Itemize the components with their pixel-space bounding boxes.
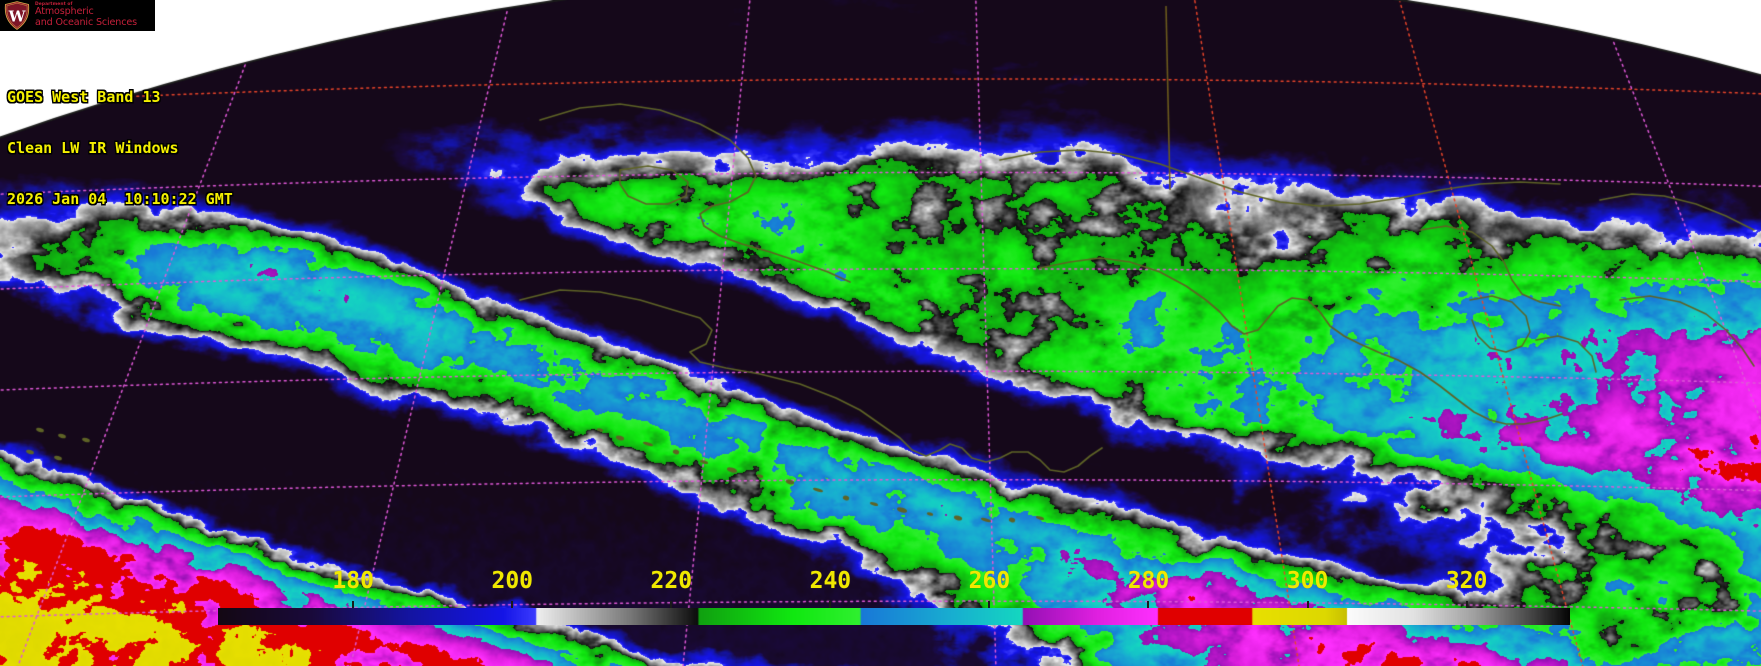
svg-text:W: W [8, 8, 27, 26]
colorbar-tick [1306, 601, 1309, 608]
colorbar-tick [511, 601, 514, 608]
product-title-overlay: GOES West Band 13 Clean LW IR Windows 20… [7, 55, 233, 242]
temperature-colorbar: 180 200 220 240 260 280 300 320 [218, 568, 1570, 625]
uw-crest-icon: W [4, 1, 30, 30]
colorbar-tick [1147, 601, 1150, 608]
logo-name-line1: Atmospheric [35, 6, 94, 17]
colorbar-tick-label: 180 [332, 568, 374, 594]
product-title-line1: GOES West Band 13 [7, 88, 161, 106]
colorbar-gradient [218, 608, 1570, 625]
colorbar-tick-label: 320 [1445, 568, 1488, 594]
logo-name-line2: and Oceanic Sciences [35, 17, 137, 28]
uw-madison-aos-logo: W Department of Atmospheric and Oceanic … [0, 0, 155, 31]
colorbar-tick [829, 601, 832, 608]
logo-department-label: Department of [35, 2, 73, 7]
colorbar-tick [988, 601, 991, 608]
colorbar-tick-label: 220 [650, 568, 693, 594]
product-title-line2: Clean LW IR Windows [7, 139, 179, 157]
product-timestamp: 2026 Jan 04 10:10:22 GMT [7, 190, 233, 208]
colorbar-tick [1465, 601, 1468, 608]
colorbar-tick [670, 601, 673, 608]
colorbar-tick-label: 240 [809, 568, 852, 594]
colorbar-tick [352, 601, 355, 608]
colorbar-tick-label: 280 [1127, 568, 1170, 594]
colorbar-tick-label: 300 [1286, 568, 1329, 594]
colorbar-tick-label: 260 [968, 568, 1011, 594]
colorbar-tick-label: 200 [491, 568, 534, 594]
